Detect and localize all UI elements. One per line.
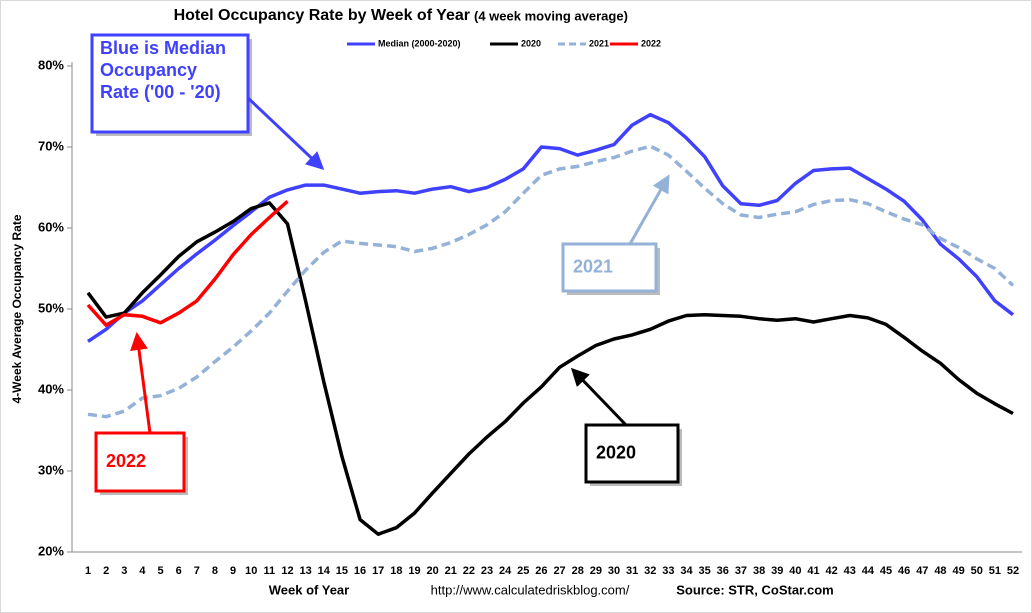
x-tick-label: 39 [771, 565, 783, 577]
x-tick-label: 10 [245, 565, 257, 577]
x-tick-label: 41 [807, 565, 819, 577]
y-tick-label: 80% [38, 57, 64, 72]
x-tick-label: 11 [264, 565, 276, 577]
x-tick-label: 7 [194, 565, 200, 577]
x-tick-label: 4 [139, 565, 146, 577]
annotation-box [584, 423, 680, 484]
x-tick-label: 19 [408, 565, 420, 577]
x-tick-label: 6 [176, 565, 182, 577]
annotation-box [94, 431, 186, 493]
y-tick-label: 50% [38, 300, 64, 315]
x-tick-label: 36 [717, 565, 729, 577]
x-tick-label: 13 [300, 565, 312, 577]
x-axis-label: Week of Year [269, 582, 349, 597]
x-tick-label: 1 [85, 565, 91, 577]
annotation-arrow [246, 96, 325, 171]
x-tick-label: 46 [898, 565, 910, 577]
x-tick-label: 30 [608, 565, 620, 577]
x-tick-label: 47 [916, 565, 928, 577]
x-tick-label: 18 [390, 565, 402, 577]
legend-label: 2021 [589, 38, 609, 48]
x-tick-label: 22 [463, 565, 475, 577]
chart-subtitle: (4 week moving average) [474, 8, 628, 23]
series-line [87, 112, 1015, 343]
legend-label: 2022 [641, 38, 661, 48]
x-tick-label: 25 [517, 565, 529, 577]
x-tick-label: 26 [535, 565, 547, 577]
x-tick-label: 21 [445, 565, 457, 577]
annotation-text: 2022 [106, 451, 146, 471]
x-tick-label: 20 [426, 565, 438, 577]
x-tick-label: 48 [934, 565, 946, 577]
annotation-arrow [628, 174, 670, 245]
x-tick-label: 52 [1007, 565, 1019, 577]
footer-source: Source: STR, CoStar.com [676, 582, 833, 597]
x-tick-label: 31 [626, 565, 638, 577]
annotation-text: 2021 [573, 256, 613, 276]
y-axis-label: 4-Week Average Occupancy Rate [10, 214, 24, 403]
x-tick-label: 38 [753, 565, 765, 577]
x-tick-label: 24 [499, 565, 512, 577]
legend-label: 2020 [521, 38, 541, 48]
x-tick-label: 49 [952, 565, 964, 577]
x-tick-label: 35 [699, 565, 711, 577]
x-tick-label: 34 [680, 565, 693, 577]
y-tick-label: 70% [38, 138, 64, 153]
series-line [87, 144, 1015, 419]
y-tick-label: 20% [38, 543, 64, 558]
x-tick-label: 17 [372, 565, 384, 577]
x-tick-label: 43 [844, 565, 856, 577]
legend-label: Median (2000-2020) [378, 38, 461, 48]
x-tick-label: 29 [590, 565, 602, 577]
y-tick-label: 40% [38, 381, 64, 396]
x-tick-label: 15 [336, 565, 348, 577]
annotation-text: Blue is Median [100, 38, 226, 58]
annotation-arrow [130, 332, 152, 434]
x-tick-label: 40 [789, 565, 801, 577]
annotation-text: 2020 [596, 442, 636, 462]
x-tick-label: 9 [230, 565, 236, 577]
x-tick-label: 3 [121, 565, 127, 577]
x-tick-label: 27 [553, 565, 565, 577]
annotation-text: Rate ('00 - '20) [100, 82, 221, 102]
x-tick-label: 16 [354, 565, 366, 577]
x-tick-label: 37 [735, 565, 747, 577]
footer-url: http://www.calculatedriskblog.com/ [431, 582, 630, 597]
annotation-text: Occupancy [100, 60, 197, 80]
series-line [86, 199, 289, 327]
x-tick-label: 50 [971, 565, 983, 577]
x-tick-label: 2 [103, 565, 109, 577]
annotation-box [90, 33, 250, 134]
x-tick-label: 45 [880, 565, 892, 577]
x-tick-label: 33 [662, 565, 674, 577]
x-tick-label: 5 [157, 565, 163, 577]
chart-title: Hotel Occupancy Rate by Week of Year [174, 7, 470, 24]
x-tick-label: 23 [481, 565, 493, 577]
annotation-box [561, 242, 658, 293]
x-tick-label: 44 [862, 565, 875, 577]
y-tick-label: 60% [38, 219, 64, 234]
series-line [86, 201, 1014, 536]
x-tick-label: 42 [826, 565, 838, 577]
annotation-arrow [570, 367, 628, 427]
x-tick-label: 8 [212, 565, 218, 577]
x-tick-label: 14 [318, 565, 331, 577]
x-tick-label: 32 [644, 565, 656, 577]
x-tick-label: 12 [281, 565, 293, 577]
x-tick-label: 28 [572, 565, 584, 577]
y-tick-label: 30% [38, 462, 64, 477]
x-tick-label: 51 [989, 565, 1001, 577]
